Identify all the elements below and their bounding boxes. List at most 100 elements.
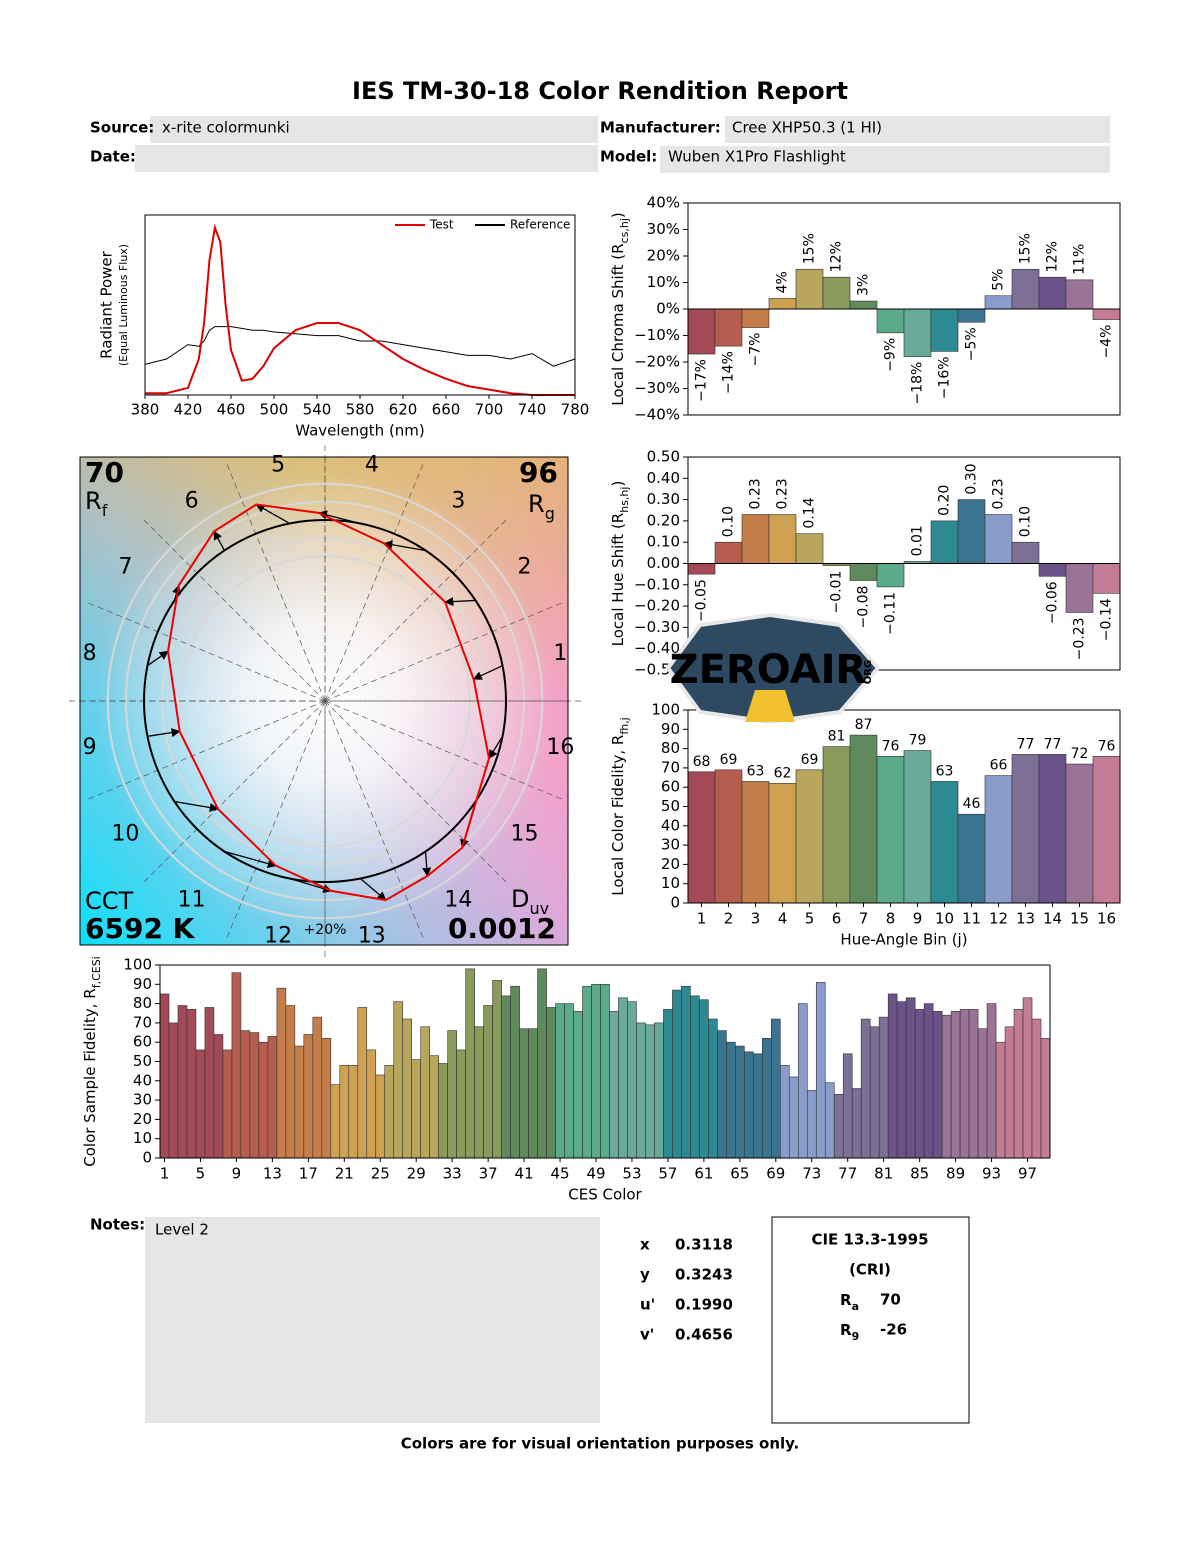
bar xyxy=(609,1011,619,1159)
y-tick-label: 30% xyxy=(647,220,680,238)
bar xyxy=(923,1003,934,1159)
bar xyxy=(636,1022,646,1159)
value-label: −0.11 xyxy=(883,592,899,635)
field-box xyxy=(725,116,1110,143)
bar xyxy=(768,514,797,564)
shift-arrow xyxy=(289,877,333,893)
x-tick-label: 33 xyxy=(443,1165,462,1183)
x-tick-label: 13 xyxy=(263,1165,282,1183)
bin-label: 7 xyxy=(118,555,132,580)
bar xyxy=(276,987,287,1159)
rf-label: Rf xyxy=(85,487,108,520)
y-tick-label: 0.40 xyxy=(647,469,680,487)
bar xyxy=(573,1011,583,1159)
rg-value: 96 xyxy=(519,456,558,489)
x-tick-label: 700 xyxy=(475,401,504,419)
x-axis-label: CES Color xyxy=(568,1186,642,1204)
bar xyxy=(204,1007,215,1159)
y-tick-label: 0.50 xyxy=(647,448,680,466)
bar xyxy=(768,298,797,310)
value-label: 77 xyxy=(1044,736,1062,752)
y-tick-label: 20% xyxy=(647,247,680,265)
field-value: x-rite colormunki xyxy=(162,119,290,137)
x-tick-label: 10 xyxy=(935,910,954,928)
value-label: 5% xyxy=(991,269,1007,291)
field-label: Source: xyxy=(90,119,154,137)
bar xyxy=(1038,563,1067,577)
bin-boundary xyxy=(140,700,326,886)
duv-label-part: uv xyxy=(529,899,549,918)
bar xyxy=(672,989,682,1159)
x-tick-label: 25 xyxy=(371,1165,390,1183)
y-tick-label: 40 xyxy=(661,816,680,834)
y-tick-label: 60 xyxy=(661,778,680,796)
x-tick-label: 6 xyxy=(832,910,842,928)
x-tick-label: 65 xyxy=(730,1165,749,1183)
value-label: 0.23 xyxy=(748,478,764,509)
shift-arrow xyxy=(317,510,361,525)
bar xyxy=(312,1016,323,1159)
x-tick-label: 69 xyxy=(766,1165,785,1183)
bar xyxy=(849,734,878,904)
legend-label: Reference xyxy=(510,218,570,232)
bar xyxy=(957,499,986,564)
x-axis-label: Hue-Angle Bin (j) xyxy=(840,931,967,949)
bar xyxy=(1092,563,1121,594)
value-label: 62 xyxy=(774,765,792,781)
y-tick-label: 20 xyxy=(661,855,680,873)
bar xyxy=(851,1088,862,1159)
bar xyxy=(876,756,905,904)
bar xyxy=(357,1007,368,1159)
x-tick-label: 73 xyxy=(802,1165,821,1183)
bar xyxy=(663,1009,673,1159)
x-tick-label: 5 xyxy=(196,1165,206,1183)
y-tick-label: 0.30 xyxy=(647,490,680,508)
bin-label: 15 xyxy=(511,821,539,846)
y-tick-label: 100 xyxy=(123,956,152,974)
bar xyxy=(1065,763,1094,904)
value-label: −14% xyxy=(721,351,737,394)
value-label: 0.20 xyxy=(937,485,953,516)
shift-arrow xyxy=(147,728,181,738)
y-tick-label: 50 xyxy=(661,797,680,815)
bar xyxy=(474,1026,484,1159)
bar xyxy=(687,308,716,355)
y-tick-label: 0 xyxy=(142,1149,152,1167)
y-axis-label-part: cs,hj xyxy=(618,218,631,243)
cri-title: CIE 13.3-1995 xyxy=(811,1231,928,1249)
y-axis-label-part: fh,j xyxy=(618,717,631,734)
watermark-sub: ORG xyxy=(863,660,874,684)
bar xyxy=(168,1022,179,1159)
bin-label: 12 xyxy=(264,923,292,948)
chromaticity-label: u' xyxy=(640,1296,655,1314)
y-tick-label: 20 xyxy=(133,1110,152,1128)
field-label: Model: xyxy=(600,148,657,166)
bar xyxy=(159,993,170,1159)
bar xyxy=(690,995,700,1159)
bar xyxy=(780,1065,790,1159)
bar xyxy=(795,769,824,904)
bar xyxy=(654,1022,664,1159)
bin-boundary xyxy=(84,601,326,702)
value-label: −7% xyxy=(748,333,764,367)
value-label: 12% xyxy=(829,241,845,272)
value-label: −4% xyxy=(1099,325,1115,359)
bar xyxy=(860,1018,871,1159)
bar xyxy=(1038,754,1067,904)
value-label: 69 xyxy=(801,752,819,768)
bar xyxy=(977,1028,988,1159)
bar xyxy=(788,1076,799,1159)
value-label: 77 xyxy=(1017,736,1035,752)
x-tick-label: 11 xyxy=(962,910,981,928)
bar xyxy=(1065,563,1094,613)
bin-boundary xyxy=(225,460,326,702)
test-polygon xyxy=(166,503,491,902)
value-label: −0.14 xyxy=(1099,598,1115,641)
x-tick-label: 9 xyxy=(232,1165,242,1183)
value-label: 63 xyxy=(936,763,954,779)
y-tick-label: 90 xyxy=(661,720,680,738)
value-label: −18% xyxy=(910,362,926,405)
shift-arrow xyxy=(213,530,226,551)
x-tick-label: 89 xyxy=(946,1165,965,1183)
x-tick-label: 3 xyxy=(751,910,761,928)
